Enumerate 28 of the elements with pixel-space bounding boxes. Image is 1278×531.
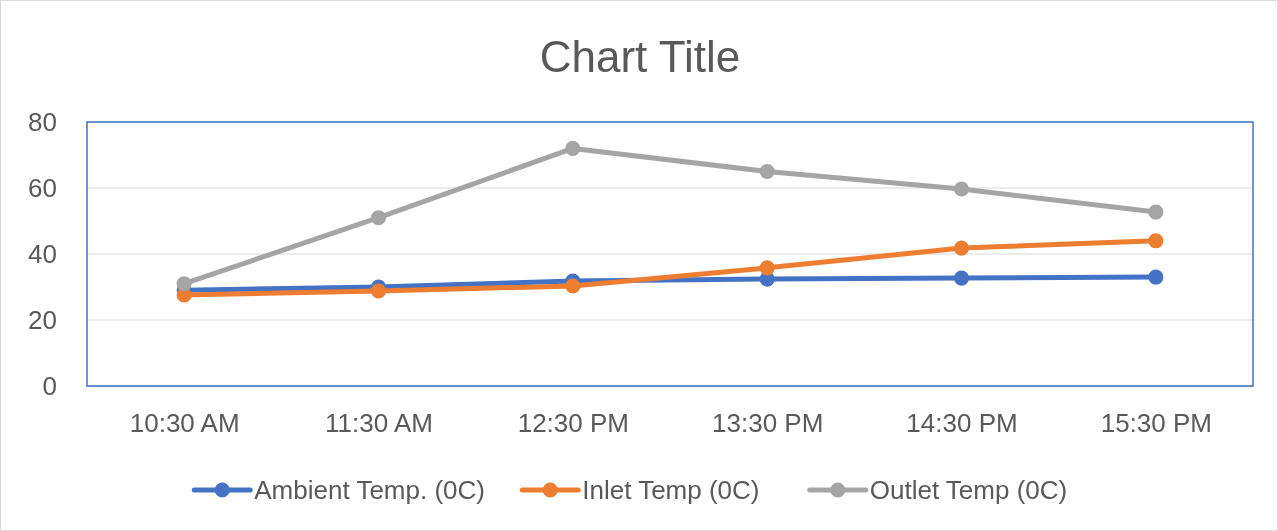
x-tick-label: 15:30 PM	[1100, 408, 1212, 439]
point	[759, 163, 775, 180]
point	[1148, 204, 1164, 220]
y-tick-label: 80	[28, 106, 57, 137]
x-tick-label: 12:30 PM	[517, 408, 629, 439]
point	[370, 283, 387, 299]
point	[565, 278, 581, 294]
legend-label: Outlet Temp (0C)	[869, 475, 1068, 505]
y-tick-label: 40	[28, 238, 57, 269]
y-tick-label: 60	[28, 172, 57, 203]
point	[759, 260, 775, 276]
point	[565, 140, 581, 156]
x-tick-label: 13:30 PM	[712, 408, 824, 439]
point	[953, 240, 970, 256]
point	[1148, 269, 1164, 285]
x-tick-label: 14:30 PM	[906, 408, 1018, 439]
chart-title: Chart Title	[539, 32, 741, 81]
x-tick-label: 10:30 AM	[129, 408, 240, 439]
point	[953, 270, 970, 286]
legend-label: Inlet Temp (0C)	[582, 475, 760, 505]
y-tick-label: 0	[42, 370, 57, 401]
y-tick-label: 20	[28, 304, 57, 335]
point	[176, 276, 192, 292]
point	[953, 181, 970, 197]
point	[370, 210, 387, 226]
x-tick-label: 11:30 AM	[325, 408, 433, 439]
legend-label: Ambient Temp. (0C)	[254, 475, 485, 505]
point	[1148, 233, 1164, 249]
